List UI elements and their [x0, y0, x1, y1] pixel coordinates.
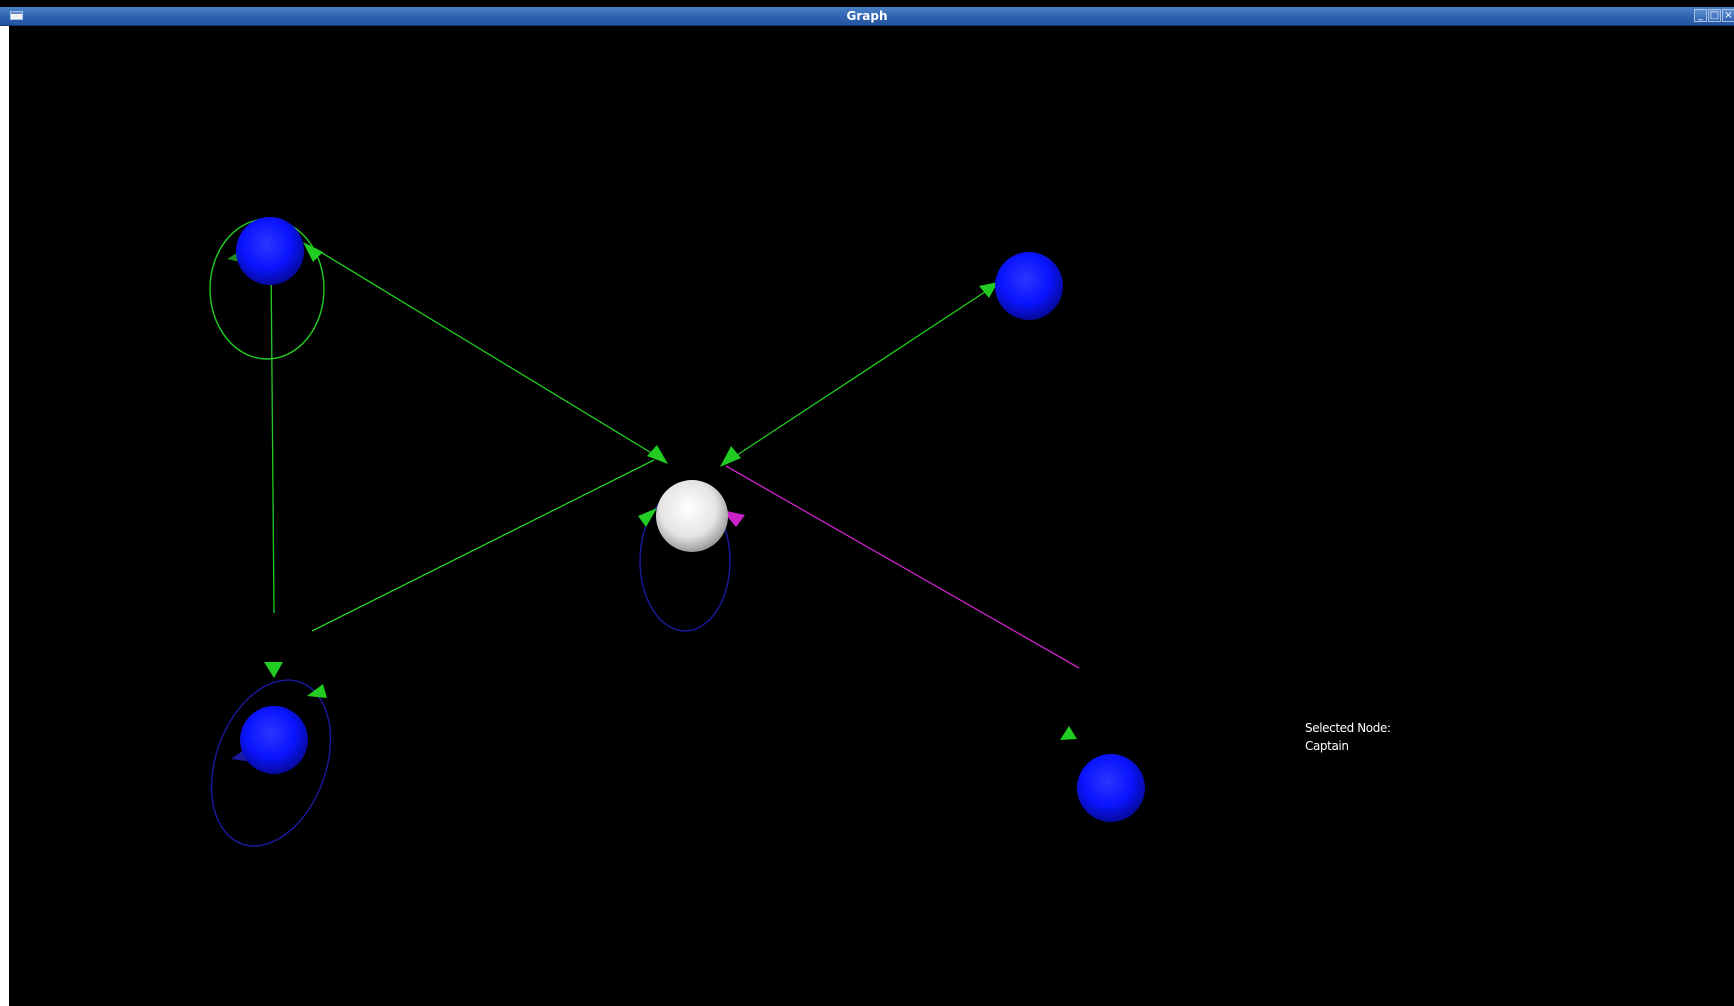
- edge-bottom-left-center: [311, 459, 655, 632]
- edge-top-left-bottom-left: [270, 259, 275, 614]
- node-bottom-right[interactable]: [1077, 754, 1145, 822]
- arrowhead: [264, 662, 283, 678]
- arrowhead: [307, 684, 327, 698]
- graph-edges: [209, 218, 1080, 847]
- arrowhead: [638, 508, 657, 527]
- node-bottom-left[interactable]: [240, 706, 308, 774]
- window-title: Graph: [846, 9, 888, 23]
- window-menu-icon[interactable]: [10, 11, 23, 20]
- arrowhead: [1060, 726, 1077, 740]
- graph-canvas[interactable]: Selected Node: Captain: [9, 26, 1734, 1006]
- node-top-left[interactable]: [236, 217, 304, 285]
- edge-top-right-center: [724, 283, 998, 464]
- arrowhead: [979, 282, 998, 298]
- maximize-button[interactable]: □: [1708, 9, 1721, 22]
- graph-nodes: [236, 217, 1145, 822]
- close-button[interactable]: ×: [1722, 9, 1734, 22]
- arrowhead: [720, 446, 741, 467]
- node-center-selected[interactable]: [656, 480, 728, 552]
- title-bar[interactable]: Graph _ □ ×: [0, 7, 1734, 26]
- window-left-border: [0, 26, 9, 1006]
- arrowhead: [303, 242, 323, 262]
- edge-top-left-center: [313, 247, 664, 461]
- graph-view[interactable]: [9, 26, 1734, 1006]
- selected-node-info: Selected Node: Captain: [1305, 719, 1391, 755]
- edge-arrowheads: [227, 242, 1077, 762]
- selected-node-value: Captain: [1305, 739, 1349, 753]
- edge-center-bottom-right: [725, 465, 1080, 669]
- node-top-right[interactable]: [995, 252, 1063, 320]
- minimize-button[interactable]: _: [1694, 9, 1707, 22]
- self-loop-bottom-left: [210, 679, 332, 847]
- selected-node-label: Selected Node:: [1305, 721, 1391, 735]
- arrowhead: [647, 445, 668, 464]
